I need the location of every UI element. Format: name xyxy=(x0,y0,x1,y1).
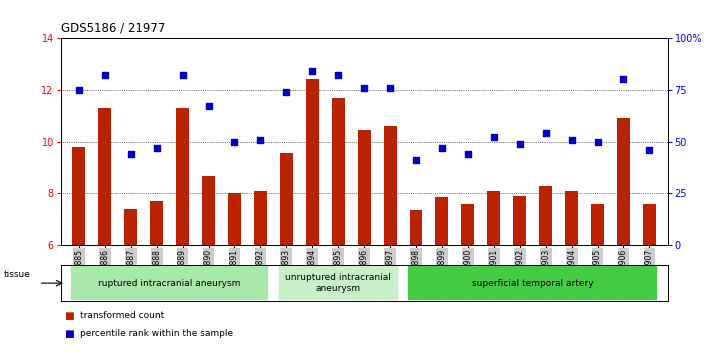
Bar xyxy=(228,193,241,245)
Bar xyxy=(278,265,398,301)
Point xyxy=(73,87,84,93)
Bar xyxy=(591,204,604,245)
Bar xyxy=(358,130,371,245)
Text: unruptured intracranial
aneurysm: unruptured intracranial aneurysm xyxy=(286,273,391,293)
Bar xyxy=(150,201,163,245)
Point xyxy=(125,151,136,157)
Text: ■: ■ xyxy=(64,311,74,321)
Point xyxy=(358,85,370,91)
Point xyxy=(540,130,551,136)
Point xyxy=(592,139,603,144)
Bar xyxy=(124,209,137,245)
Point xyxy=(644,147,655,153)
Bar xyxy=(280,153,293,245)
Point xyxy=(228,139,240,144)
Point xyxy=(255,136,266,142)
Text: transformed count: transformed count xyxy=(80,311,164,320)
Text: ruptured intracranial aneurysm: ruptured intracranial aneurysm xyxy=(99,279,241,287)
Bar xyxy=(70,265,269,301)
Bar xyxy=(488,191,501,245)
Bar xyxy=(72,147,86,245)
Text: superficial temporal artery: superficial temporal artery xyxy=(472,279,593,287)
Bar xyxy=(410,210,423,245)
Point xyxy=(177,73,188,78)
Point xyxy=(411,157,422,163)
Bar xyxy=(617,118,630,245)
Bar xyxy=(436,197,448,245)
Text: percentile rank within the sample: percentile rank within the sample xyxy=(80,330,233,338)
Point xyxy=(566,136,578,142)
Point xyxy=(306,68,318,74)
Bar xyxy=(643,204,656,245)
Point xyxy=(436,145,448,151)
Text: GDS5186 / 21977: GDS5186 / 21977 xyxy=(61,21,165,34)
Text: ■: ■ xyxy=(64,329,74,339)
Point xyxy=(333,73,344,78)
Point xyxy=(384,85,396,91)
Point xyxy=(281,89,292,95)
Text: tissue: tissue xyxy=(4,270,31,278)
Bar xyxy=(332,98,345,245)
Point xyxy=(488,135,500,140)
Point xyxy=(151,145,162,151)
Bar xyxy=(565,191,578,245)
Bar xyxy=(461,204,474,245)
Bar xyxy=(306,79,318,245)
Point xyxy=(203,103,214,109)
Bar xyxy=(254,191,267,245)
Bar xyxy=(408,265,658,301)
Bar xyxy=(513,196,526,245)
Point xyxy=(462,151,473,157)
Bar xyxy=(202,176,215,245)
Bar xyxy=(99,108,111,245)
Bar xyxy=(383,126,396,245)
Point xyxy=(514,141,526,147)
Point xyxy=(618,77,629,82)
Bar xyxy=(539,185,552,245)
Bar xyxy=(176,108,189,245)
Point xyxy=(99,73,111,78)
